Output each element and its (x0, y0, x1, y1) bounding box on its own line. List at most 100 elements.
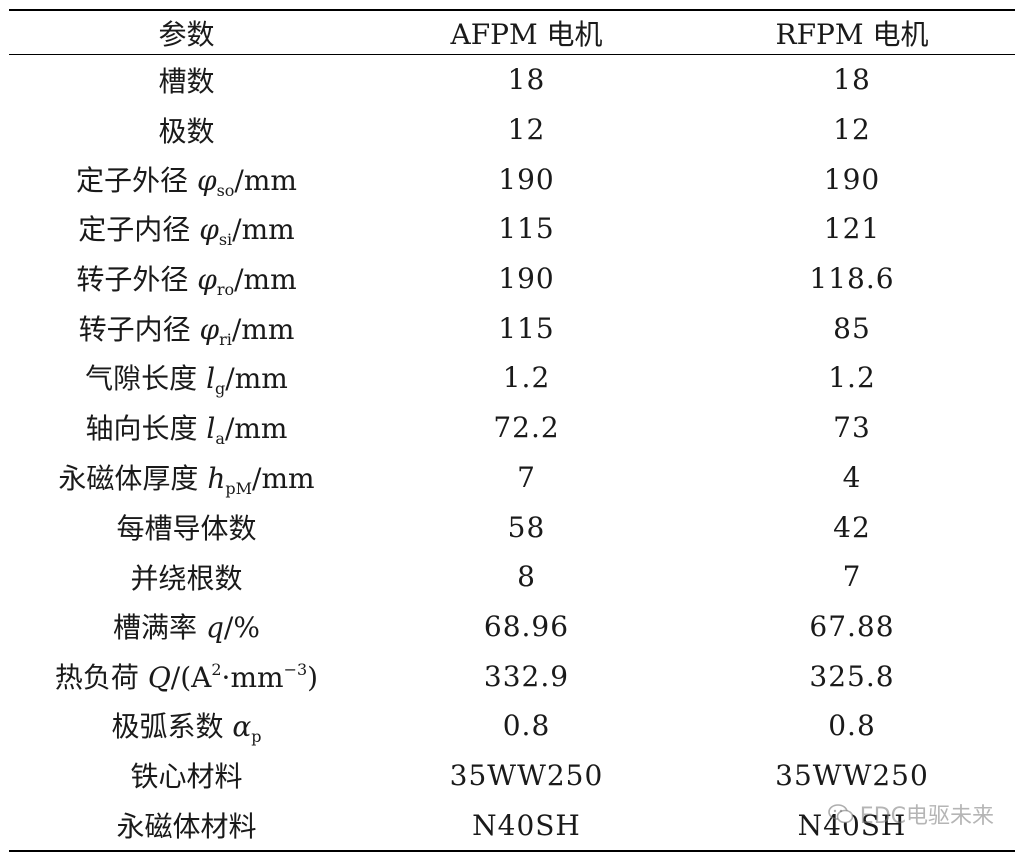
afpm-value: 58 (507, 510, 546, 544)
param-subscript: ro (216, 280, 235, 300)
param-cell: 轴向长度 la/mm (9, 403, 364, 453)
afpm-value: 190 (498, 262, 555, 296)
param-unit: /mm (224, 412, 288, 446)
param-subscript: p (251, 727, 262, 747)
param-label: 定子外径 (76, 163, 189, 197)
afpm-value: 1.2 (502, 361, 551, 395)
param-symbol: l (206, 362, 216, 396)
param-unit: /mm (231, 312, 295, 346)
rfpm-value: 4 (842, 460, 862, 494)
param-unit: /mm (234, 263, 297, 297)
param-cell: 槽数 (9, 55, 364, 105)
param-cell: 定子内径 φsi/mm (9, 204, 364, 254)
param-symbol: φ (196, 163, 217, 197)
rfpm-value: 12 (833, 113, 871, 147)
header-rule (9, 54, 1015, 55)
afpm-value: 115 (498, 311, 555, 345)
rfpm-value: 67.88 (809, 609, 895, 643)
param-cell: 转子内径 φri/mm (9, 303, 364, 353)
param-label: 铁心材料 (130, 760, 243, 794)
header-row: 参数 AFPM 电机 RFPM 电机 (9, 11, 1015, 54)
param-label: 永磁体材料 (116, 810, 257, 844)
table-row: 铁心材料 35WW250 35WW250 (9, 751, 1015, 801)
rfpm-value: 325.8 (809, 659, 895, 693)
param-label: 轴向长度 (85, 412, 198, 446)
header-afpm: AFPM 电机 (450, 17, 603, 51)
param-unit: ·mm (221, 661, 284, 695)
afpm-value: 12 (507, 113, 546, 147)
rfpm-value: 35WW250 (775, 758, 929, 792)
table-row: 热负荷 Q/(A2·mm−3) 332.9 325.8 (9, 651, 1015, 701)
param-unit: /mm (234, 163, 297, 197)
table-row: 每槽导体数 58 42 (9, 502, 1015, 552)
table-row: 定子内径 φsi/mm 115 121 (9, 204, 1015, 254)
watermark-text: EDC电驱未来 (859, 804, 994, 829)
table-row: 极弧系数 αp 0.8 0.8 (9, 701, 1015, 751)
header-parameter: 参数 (158, 17, 215, 51)
afpm-value: 8 (517, 560, 536, 594)
rfpm-value: 7 (842, 560, 862, 594)
param-symbol: φ (199, 213, 219, 247)
param-label: 槽满率 (113, 611, 198, 645)
rfpm-value: 18 (833, 63, 871, 97)
rfpm-value: 118.6 (809, 262, 895, 296)
table-row: 极数 12 12 (9, 105, 1015, 155)
param-label: 热负荷 (54, 661, 139, 695)
table-row: 槽满率 q/% 68.96 67.88 (9, 602, 1015, 652)
afpm-value: 115 (498, 212, 555, 246)
param-symbol: α (232, 710, 252, 744)
bottom-rule (9, 850, 1015, 852)
param-unit: /mm (225, 362, 288, 396)
param-symbol: φ (197, 263, 217, 297)
afpm-value: 190 (498, 162, 555, 196)
rfpm-value: 73 (833, 411, 871, 445)
table-row: 槽数 18 18 (9, 55, 1015, 105)
afpm-value: 72.2 (493, 411, 560, 445)
param-label: 永磁体厚度 (58, 461, 199, 495)
param-label: 转子外径 (76, 263, 189, 297)
afpm-value: N40SH (472, 808, 581, 842)
param-label: 极数 (158, 114, 215, 148)
param-unit: ) (307, 661, 319, 695)
param-label: 定子内径 (78, 213, 191, 247)
rfpm-value: 121 (823, 212, 881, 246)
afpm-value: 35WW250 (449, 758, 604, 792)
param-subscript: g (215, 379, 226, 399)
table-row: 永磁体材料 N40SH N40SH (9, 800, 1015, 850)
rfpm-value: 190 (823, 162, 881, 196)
param-symbol: l (206, 412, 216, 446)
param-label: 每槽导体数 (116, 512, 257, 546)
rfpm-value: 1.2 (828, 361, 876, 395)
table-row: 定子外径 φso/mm 190 190 (9, 154, 1015, 204)
table-row: 转子内径 φri/mm 115 85 (9, 303, 1015, 353)
param-label: 气隙长度 (85, 362, 198, 396)
header-rfpm: RFPM 电机 (775, 17, 929, 51)
param-cell: 槽满率 q/% (9, 602, 364, 652)
param-label: 极弧系数 (111, 710, 224, 744)
table-body: 槽数 18 18 极数 12 12 定子外径 φso/mm 190 190 定子内径 φsi/mm… (9, 55, 1015, 850)
rfpm-value: 0.8 (828, 709, 876, 743)
table-row: 并绕根数 8 7 (9, 552, 1015, 602)
table-row: 气隙长度 lg/mm 1.2 1.2 (9, 353, 1015, 403)
watermark: EDC电驱未来 (827, 798, 994, 830)
param-cell: 气隙长度 lg/mm (9, 353, 364, 403)
afpm-value: 18 (507, 63, 546, 97)
param-cell: 极数 (9, 105, 364, 155)
param-cell: 极弧系数 αp (9, 701, 364, 751)
param-cell: 并绕根数 (9, 552, 364, 602)
param-unit: /mm (232, 213, 295, 247)
afpm-value: 68.96 (483, 609, 570, 643)
param-subscript: ri (219, 329, 232, 349)
param-label: 槽数 (158, 64, 215, 98)
param-cell: 铁心材料 (9, 751, 364, 801)
top-rule (9, 9, 1015, 11)
afpm-value: 7 (517, 460, 536, 494)
param-unit: /% (223, 611, 260, 645)
param-superscript: −3 (283, 660, 308, 680)
param-symbol: h (207, 461, 226, 495)
param-symbol: φ (199, 312, 220, 346)
wechat-icon (827, 804, 854, 824)
param-cell: 定子外径 φso/mm (9, 154, 364, 204)
param-subscript: pM (225, 478, 253, 498)
param-symbol: Q (147, 661, 171, 695)
